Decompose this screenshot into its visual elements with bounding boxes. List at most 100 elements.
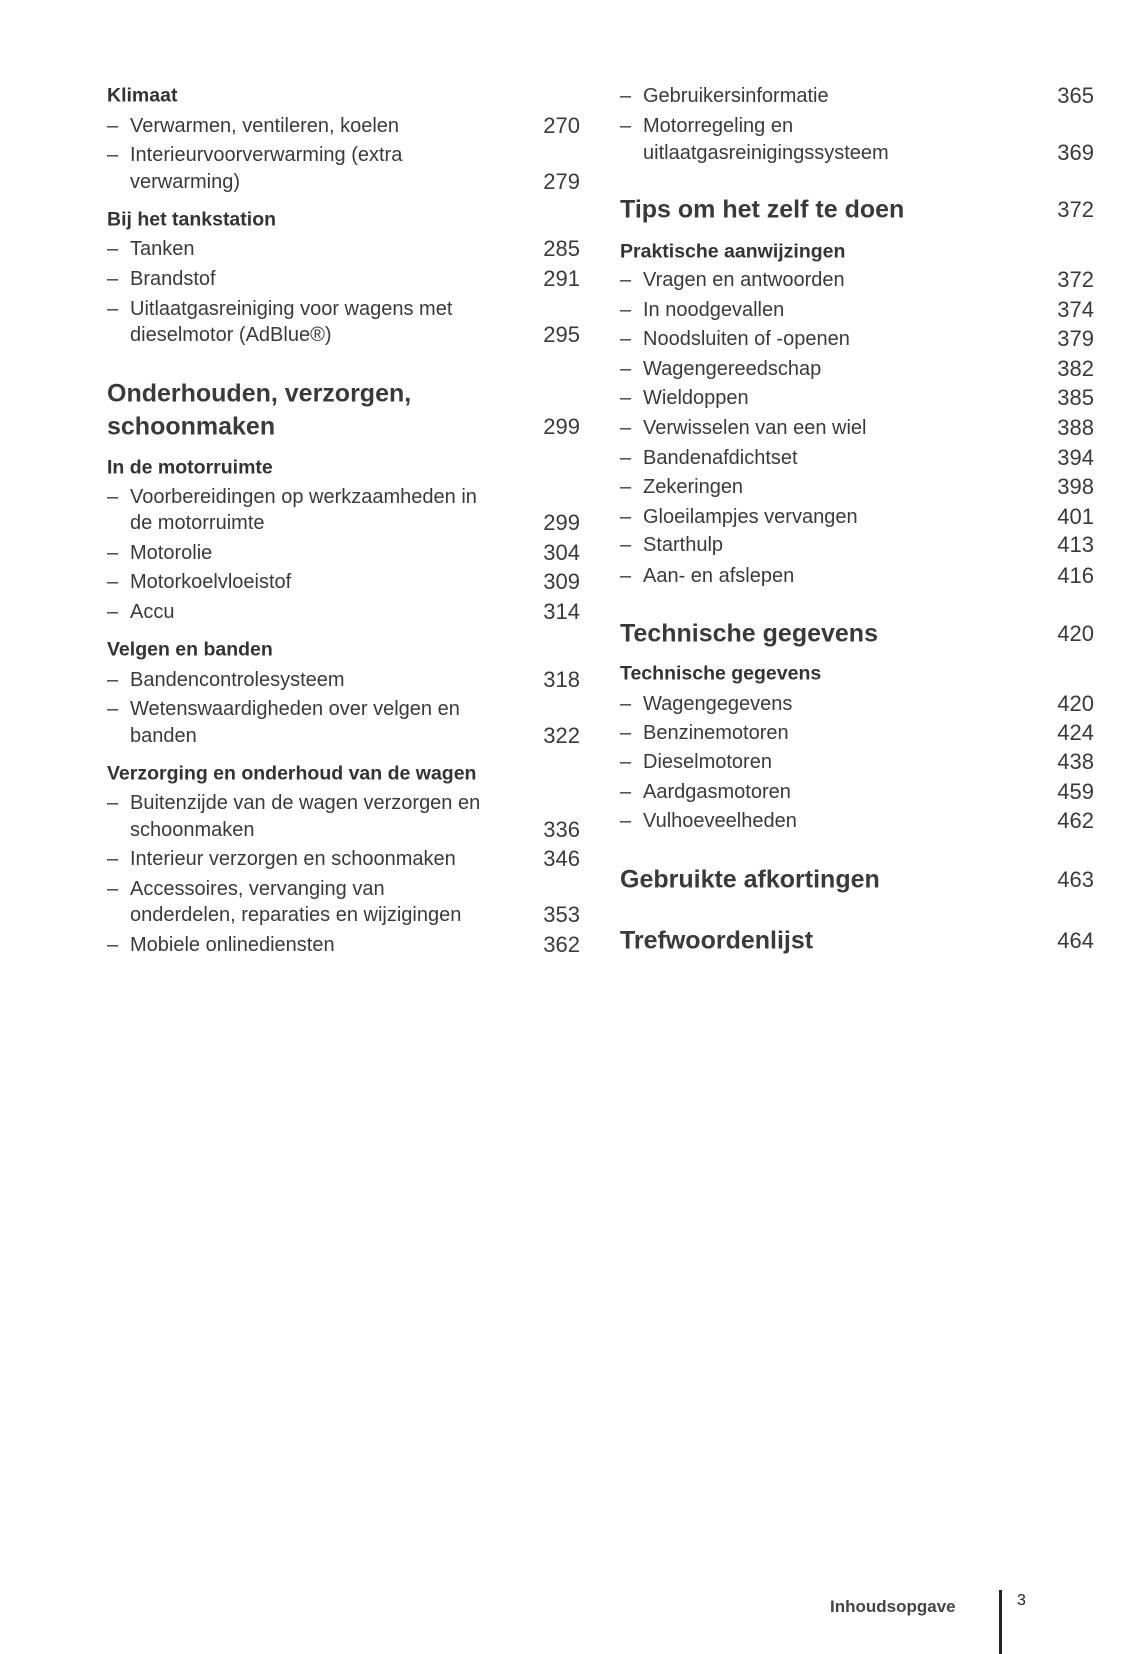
toc-item-text: Aan- en afslepen	[643, 565, 795, 587]
toc-page-number: 459	[1057, 779, 1094, 804]
toc-item-text: de motorruimte	[130, 512, 265, 534]
list-dash: –	[107, 698, 119, 720]
list-dash: –	[620, 358, 632, 380]
toc-page-number: 304	[543, 540, 580, 565]
toc-page-number: 372	[1057, 197, 1094, 222]
toc-head-text: Gebruikte afkortingen	[620, 865, 880, 894]
toc-page-number: 438	[1057, 749, 1094, 774]
toc-page-number: 365	[1057, 83, 1094, 108]
footer-divider	[999, 1590, 1002, 1654]
toc-page-number: 463	[1057, 867, 1094, 892]
list-dash: –	[107, 298, 119, 320]
list-dash: –	[620, 269, 632, 291]
list-dash: –	[620, 534, 632, 556]
toc-item-text: schoonmaken	[130, 819, 255, 841]
list-dash: –	[620, 693, 632, 715]
footer-section-title: Inhoudsopgave	[830, 1597, 956, 1616]
list-dash: –	[107, 792, 119, 814]
toc-sub-text: Praktische aanwijzingen	[620, 240, 846, 263]
toc-item-text: Motorregeling en	[643, 115, 794, 137]
toc-page-number: 394	[1057, 445, 1094, 470]
toc-sub-text: In de motorruimte	[107, 456, 273, 479]
toc-head-text: Tips om het zelf te doen	[620, 195, 905, 224]
toc-item-text: Wieldoppen	[643, 387, 749, 409]
toc-sub-text: Technische gegevens	[620, 662, 822, 685]
list-dash: –	[620, 810, 632, 832]
list-dash: –	[620, 751, 632, 773]
toc-head-text: Onderhouden, verzorgen,	[107, 379, 412, 408]
toc-item-text: Buitenzijde van de wagen verzorgen en	[130, 792, 481, 814]
list-dash: –	[620, 476, 632, 498]
toc-head-text: Trefwoordenlijst	[620, 926, 814, 955]
toc-page-number: 295	[543, 322, 580, 347]
toc-item-text: Tanken	[130, 238, 195, 260]
list-dash: –	[620, 565, 632, 587]
toc-page-number: 388	[1057, 415, 1094, 440]
list-dash: –	[107, 848, 119, 870]
list-dash: –	[107, 878, 119, 900]
toc-head-text: Technische gegevens	[620, 619, 878, 648]
toc-page-number: 322	[543, 723, 580, 748]
toc-item-text: banden	[130, 725, 197, 747]
toc-page-number: 401	[1057, 504, 1094, 529]
toc-item-text: Motorkoelvloeistof	[130, 571, 292, 593]
toc-item-text: uitlaatgasreinigingssysteem	[643, 142, 889, 164]
toc-page-number: 374	[1057, 297, 1094, 322]
toc-page-number: 279	[543, 169, 580, 194]
toc-sub-text: Velgen en banden	[107, 638, 273, 661]
toc-item-text: Starthulp	[643, 534, 724, 556]
toc-head-text: schoonmaken	[107, 412, 276, 441]
toc-item-text: Interieur verzorgen en schoonmaken	[130, 848, 456, 870]
list-dash: –	[620, 85, 632, 107]
toc-page-number: 318	[543, 667, 580, 692]
footer-page-number: 3	[1017, 1592, 1026, 1609]
toc-sub-text: Klimaat	[107, 84, 178, 107]
toc-item-text: Interieurvoorverwarming (extra	[130, 144, 403, 166]
toc-item-text: verwarming)	[130, 171, 241, 193]
toc-item-text: Noodsluiten of -openen	[643, 328, 850, 350]
toc-page-number: 462	[1057, 808, 1094, 833]
toc-page-number: 299	[543, 414, 580, 439]
toc-item-text: In noodgevallen	[643, 299, 785, 321]
toc-page-number: 372	[1057, 267, 1094, 292]
toc-item-text: onderdelen, reparaties en wijzigingen	[130, 904, 462, 926]
toc-item-text: Wagengegevens	[643, 693, 793, 715]
toc-page-number: 382	[1057, 356, 1094, 381]
toc-page-number: 336	[543, 817, 580, 842]
toc-item-text: Bandencontrolesysteem	[130, 669, 345, 691]
toc-item-text: Vulhoeveelheden	[643, 810, 797, 832]
toc-page-number: 420	[1057, 691, 1094, 716]
list-dash: –	[620, 115, 632, 137]
list-dash: –	[107, 144, 119, 166]
toc-page-number: 416	[1057, 563, 1094, 588]
list-dash: –	[107, 238, 119, 260]
toc-page-number: 424	[1057, 720, 1094, 745]
list-dash: –	[620, 722, 632, 744]
toc-page-number: 362	[543, 932, 580, 957]
list-dash: –	[620, 328, 632, 350]
toc-item-text: Brandstof	[130, 268, 216, 290]
list-dash: –	[620, 506, 632, 528]
toc-item-text: Gebruikersinformatie	[643, 85, 829, 107]
toc-item-text: Accessoires, vervanging van	[130, 878, 385, 900]
toc-item-text: Voorbereidingen op werkzaamheden in	[130, 486, 477, 508]
toc-item-text: Zekeringen	[643, 476, 744, 498]
toc-item-text: Vragen en antwoorden	[643, 269, 845, 291]
toc-item-text: Bandenafdichtset	[643, 447, 798, 469]
list-dash: –	[620, 781, 632, 803]
toc-item-text: Accu	[130, 601, 175, 623]
toc-page-number: 299	[543, 510, 580, 535]
toc-page-number: 369	[1057, 140, 1094, 165]
toc-item-text: Wetenswaardigheden over velgen en	[130, 698, 460, 720]
toc-page-number: 398	[1057, 474, 1094, 499]
toc-item-text: Benzinemotoren	[643, 722, 789, 744]
toc-page-number: 379	[1057, 326, 1094, 351]
list-dash: –	[107, 601, 119, 623]
toc-page-number: 420	[1057, 621, 1094, 646]
toc-item-text: Aardgasmotoren	[643, 781, 791, 803]
toc-item-text: Verwarmen, ventileren, koelen	[130, 115, 400, 137]
toc-page-number: 285	[543, 236, 580, 261]
list-dash: –	[107, 268, 119, 290]
toc-sub-text: Bij het tankstation	[107, 208, 277, 231]
list-dash: –	[107, 669, 119, 691]
